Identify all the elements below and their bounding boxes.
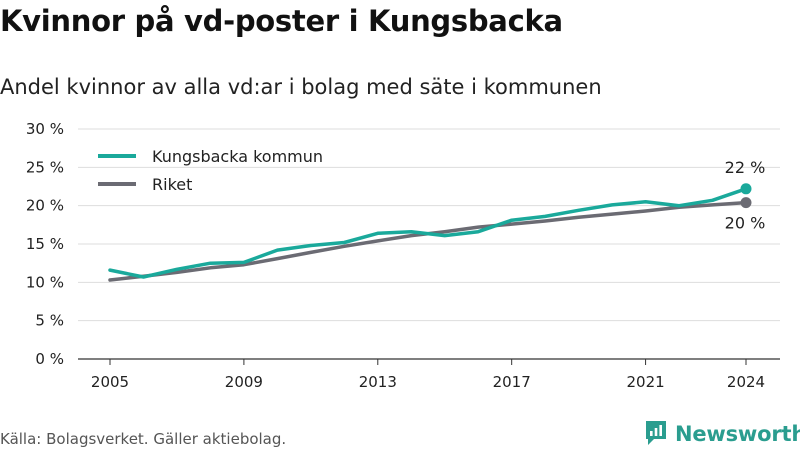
chart-title: Kvinnor på vd-poster i Kungsbacka [0, 4, 563, 38]
legend-label-kungsbacka: Kungsbacka kommun [152, 147, 323, 166]
series-lines [108, 187, 748, 282]
x-tick-label: 2017 [493, 373, 531, 391]
y-tick-label: 0 % [35, 350, 64, 368]
chart-subtitle: Andel kvinnor av alla vd:ar i bolag med … [0, 75, 602, 99]
end-marker-kungsbacka [740, 183, 752, 195]
series-line-riket [108, 200, 748, 282]
y-tick-label: 15 % [26, 235, 64, 253]
end-label-riket: 20 % [725, 214, 766, 233]
newsworthy-logo-text: Newsworthy [675, 422, 800, 446]
y-tick-label: 10 % [26, 273, 64, 291]
source-note: Källa: Bolagsverket. Gäller aktiebolag. [0, 430, 287, 448]
x-tick-label: 2024 [727, 373, 765, 391]
legend: Kungsbacka kommun Riket [98, 147, 323, 194]
y-tick-label: 20 % [26, 197, 64, 215]
end-label-kungsbacka: 22 % [725, 158, 766, 177]
y-tick-label: 25 % [26, 158, 64, 176]
x-tick-label: 2013 [359, 373, 397, 391]
x-axis-ticks: 2005 2009 2013 2017 2021 2024 [91, 359, 765, 391]
newsworthy-logo-icon [644, 419, 668, 450]
end-markers: 22 % 20 % [725, 158, 766, 233]
newsworthy-logo[interactable]: Newsworthy [644, 420, 800, 448]
x-tick-label: 2005 [91, 373, 129, 391]
end-marker-riket [740, 197, 752, 209]
legend-label-riket: Riket [152, 175, 192, 194]
y-axis-ticks: 0 % 5 % 10 % 15 % 20 % 25 % 30 % [26, 120, 64, 368]
y-tick-label: 30 % [26, 120, 64, 138]
grid-lines [78, 128, 780, 360]
x-tick-label: 2009 [225, 373, 263, 391]
x-tick-label: 2021 [626, 373, 664, 391]
y-tick-label: 5 % [35, 312, 64, 330]
series-line-kungsbacka [108, 187, 748, 279]
